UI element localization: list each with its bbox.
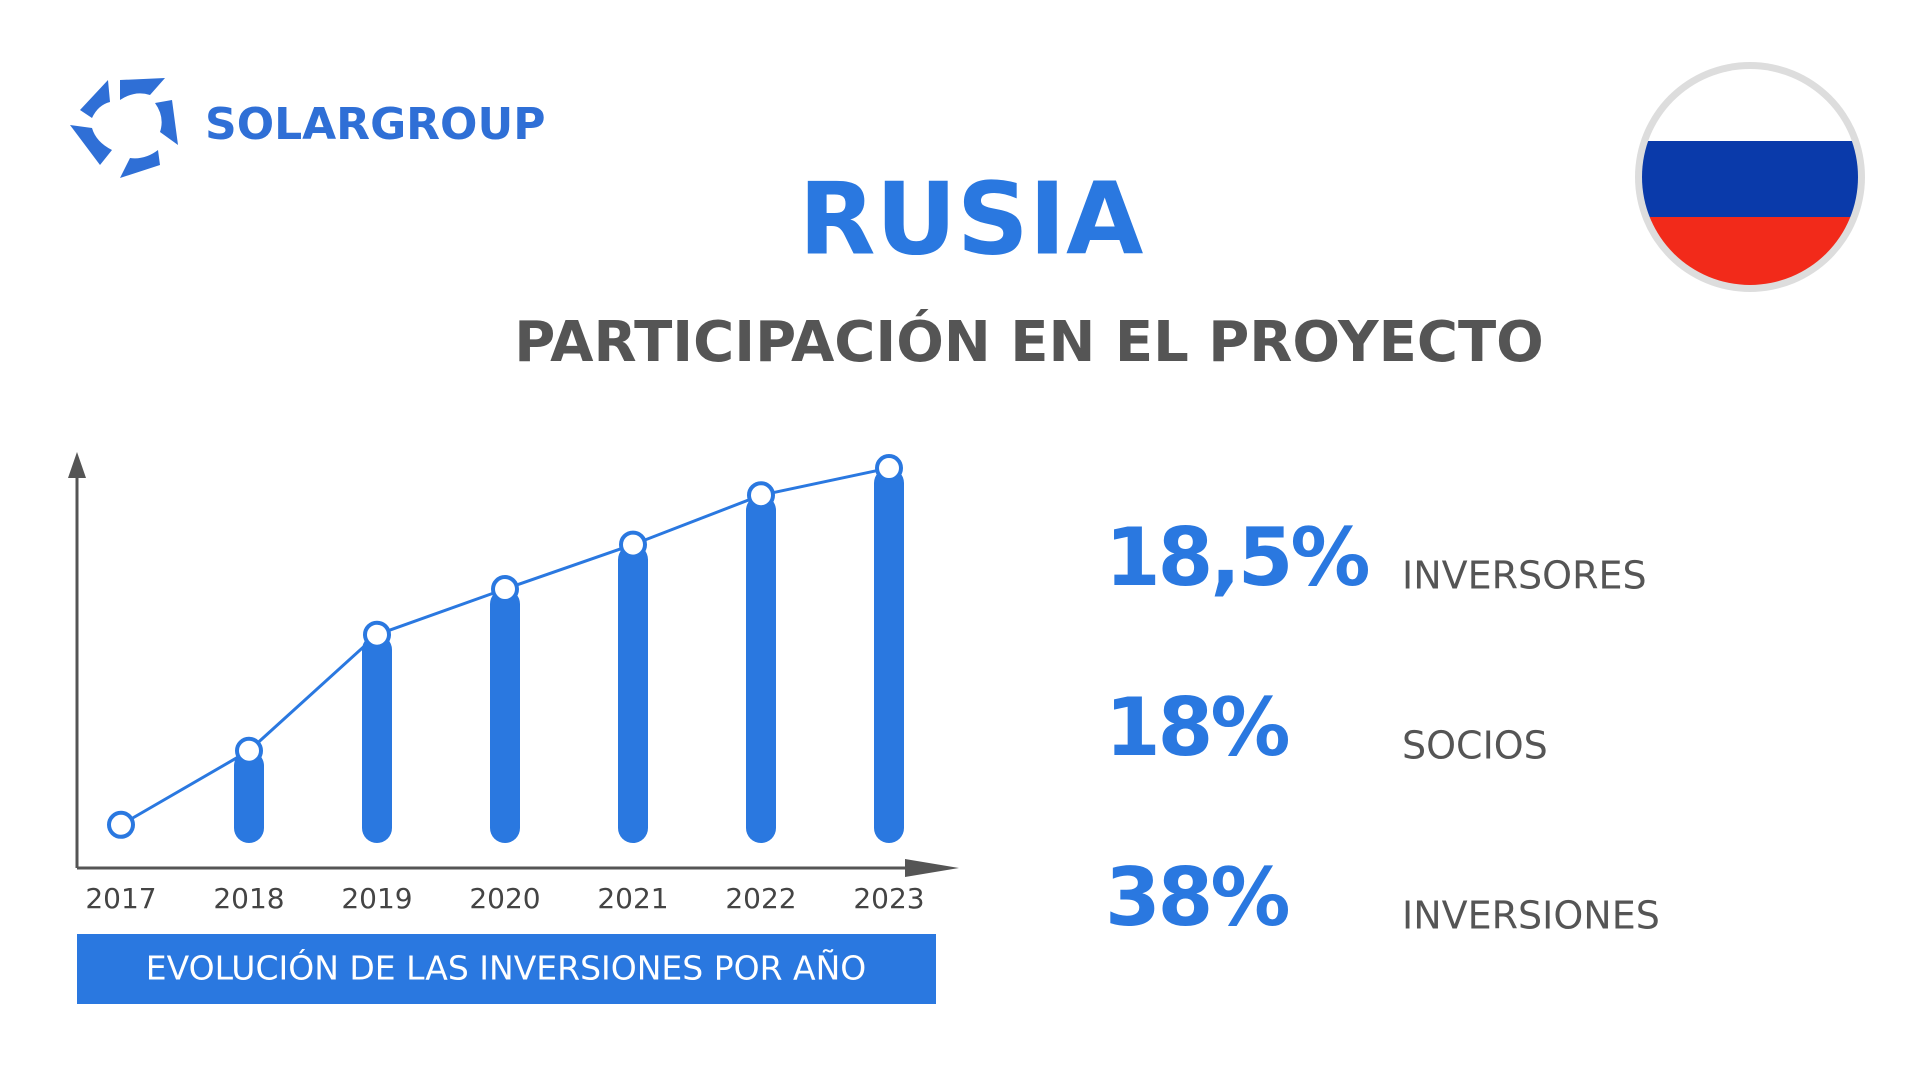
- x-tick-label: 2019: [341, 882, 412, 915]
- stat-value: 38%: [1105, 851, 1288, 944]
- x-tick-label: 2018: [213, 882, 284, 915]
- axes: [75, 475, 935, 870]
- x-tick-label: 2020: [469, 882, 540, 915]
- x-arrow: [905, 859, 959, 877]
- x-tick-label: 2017: [85, 882, 156, 915]
- point: [619, 530, 647, 559]
- point: [747, 481, 775, 510]
- stat-value: 18%: [1105, 681, 1288, 774]
- point: [491, 575, 519, 604]
- stat-label: INVERSIONES: [1402, 894, 1660, 938]
- stat-value: 18,5%: [1105, 511, 1368, 604]
- point: [235, 736, 263, 765]
- bar: [234, 750, 264, 843]
- x-tick-label: 2023: [853, 882, 924, 915]
- point: [107, 810, 135, 839]
- subtitle: PARTICIPACIÓN EN EL PROYECTO: [514, 310, 1544, 375]
- stat-label: SOCIOS: [1402, 724, 1548, 768]
- title: RUSIA: [799, 160, 1144, 277]
- stat-label: INVERSORES: [1402, 554, 1647, 598]
- x-tick-label: 2022: [725, 882, 796, 915]
- logo-icon: [70, 78, 178, 178]
- bar: [490, 589, 520, 843]
- y-arrow: [68, 452, 86, 478]
- caption-band: [77, 934, 936, 1004]
- caption: EVOLUCIÓN DE LAS INVERSIONES POR AÑO: [146, 948, 866, 988]
- point: [875, 454, 903, 483]
- x-tick-label: 2021: [597, 882, 668, 915]
- flag: [1635, 62, 1865, 292]
- bar: [746, 495, 776, 843]
- brand: SOLARGROUP: [205, 99, 545, 150]
- bar: [874, 468, 904, 843]
- bar: [618, 544, 648, 843]
- point: [363, 620, 391, 649]
- bar: [362, 634, 392, 843]
